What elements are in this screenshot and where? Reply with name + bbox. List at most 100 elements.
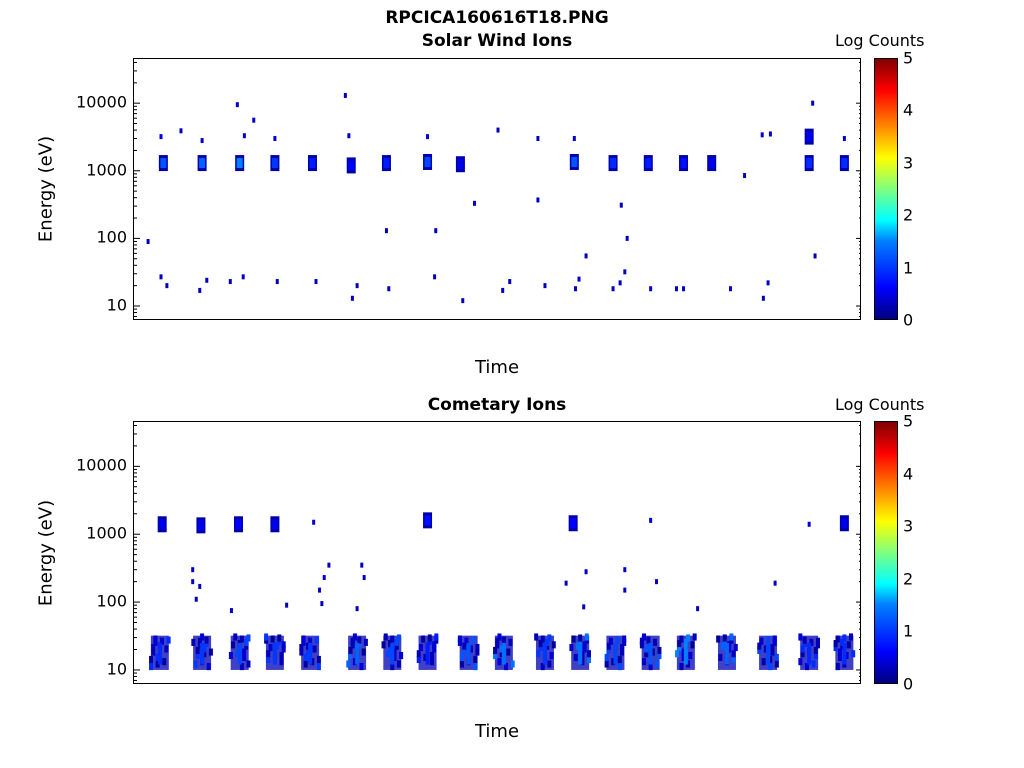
colorbar-top: [874, 58, 898, 320]
burst-pixel: [772, 635, 777, 643]
burst-pixel: [493, 651, 498, 660]
data-pixel: [165, 283, 169, 289]
data-pixel-core: [159, 519, 166, 530]
burst-pixel: [718, 653, 723, 661]
data-pixel: [728, 286, 732, 292]
burst-pixel: [390, 663, 395, 671]
burst-pixel: [499, 650, 504, 658]
burst-pixel: [757, 642, 762, 650]
burst-pixel: [639, 641, 644, 649]
burst-pixel: [308, 637, 313, 645]
data-pixel: [584, 253, 588, 259]
burst-pixel: [346, 660, 351, 668]
burst-pixel: [604, 660, 609, 668]
burst-pixel: [545, 638, 550, 646]
burst-pixel: [381, 641, 386, 649]
colorbar-tick-label: 3: [903, 516, 914, 536]
burst-pixel: [350, 641, 355, 649]
burst-pixel: [305, 646, 310, 655]
burst-pixel: [840, 638, 845, 646]
burst-pixel: [683, 638, 688, 646]
burst-cluster: [346, 633, 368, 671]
burst-cluster: [191, 633, 213, 671]
data-pixel: [623, 567, 627, 573]
burst-pixel: [648, 663, 653, 671]
burst-pixel: [720, 642, 725, 650]
data-pixel-core: [271, 519, 278, 530]
y-tick-label: 10: [106, 295, 127, 315]
burst-pixel: [166, 636, 171, 644]
burst-pixel: [686, 660, 691, 668]
burst-pixel: [727, 641, 732, 649]
burst-pixel: [722, 634, 727, 642]
data-pixel: [159, 134, 163, 140]
burst-pixel: [580, 658, 585, 666]
burst-pixel: [609, 637, 614, 645]
data-pixel: [696, 606, 700, 612]
burst-pixel: [768, 655, 773, 664]
data-pixel: [275, 279, 279, 285]
data-pixel: [619, 202, 623, 208]
burst-pixel: [348, 646, 353, 655]
burst-pixel: [802, 636, 807, 644]
burst-pixel: [468, 645, 473, 653]
burst-pixel: [800, 650, 805, 658]
burst-highlight: [308, 642, 313, 665]
burst-pixel: [316, 655, 321, 664]
colorbar-tick-label: 1: [903, 621, 914, 641]
burst-pixel: [155, 660, 160, 668]
burst-pixel: [357, 636, 362, 644]
panel-title-solar-wind: Solar Wind Ions: [421, 31, 573, 51]
burst-pixel: [348, 651, 353, 660]
burst-highlight: [807, 642, 812, 665]
burst-pixel: [545, 642, 550, 650]
burst-highlight: [200, 642, 205, 665]
burst-pixel: [731, 655, 736, 664]
burst-pixel: [811, 660, 816, 668]
burst-pixel: [359, 663, 364, 671]
data-pixel: [625, 235, 629, 241]
burst-pixel: [429, 651, 434, 660]
data-pixel-core: [571, 156, 578, 167]
burst-pixel: [833, 643, 838, 652]
data-pixel: [842, 136, 846, 142]
data-pixel-core: [197, 520, 204, 531]
burst-pixel: [208, 648, 213, 656]
y-tick-label: 10000: [76, 455, 127, 475]
data-pixel: [496, 127, 500, 133]
burst-highlight: [501, 642, 506, 665]
burst-pixel: [149, 655, 154, 664]
burst-pixel: [813, 651, 818, 660]
burst-pixel: [314, 636, 319, 644]
burst-highlight: [466, 642, 471, 665]
burst-pixel: [688, 651, 693, 660]
burst-pixel: [582, 641, 587, 649]
data-pixel: [434, 228, 438, 234]
burst-pixel: [432, 645, 437, 653]
burst-highlight: [578, 642, 583, 665]
burst-pixel: [770, 648, 775, 656]
data-pixel: [318, 587, 322, 593]
burst-pixel: [277, 634, 282, 642]
burst-pixel: [266, 650, 271, 658]
colorbar-label-bottom: Log Counts: [835, 395, 925, 414]
burst-cluster: [299, 635, 321, 671]
burst-pixel: [231, 641, 236, 649]
cometary-plot-area: [133, 421, 861, 684]
burst-pixel: [551, 641, 556, 649]
burst-pixel: [837, 653, 842, 661]
burst-pixel: [815, 641, 820, 649]
burst-pixel: [244, 642, 249, 650]
data-pixel: [198, 287, 202, 293]
burst-highlight: [355, 642, 360, 665]
data-pixel: [273, 136, 277, 142]
data-pixel: [543, 283, 547, 289]
data-pixel: [191, 579, 195, 585]
burst-pixel: [573, 653, 578, 661]
colorbar-tick-label: 5: [903, 411, 914, 431]
burst-cluster: [264, 633, 286, 670]
burst-pixel: [423, 653, 428, 661]
burst-pixel: [427, 634, 432, 642]
burst-cluster: [833, 633, 856, 671]
